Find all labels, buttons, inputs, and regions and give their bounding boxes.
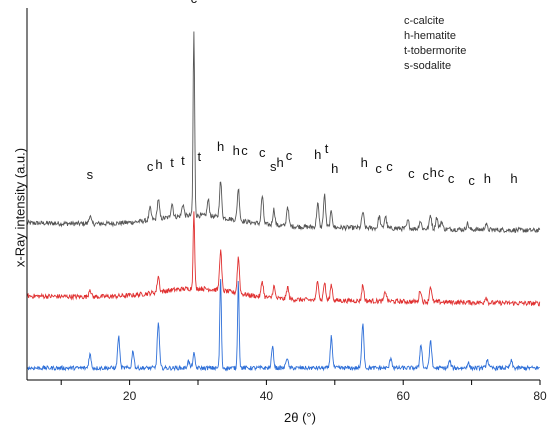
x-tick-label: 60 <box>397 389 411 403</box>
legend: c-calcite h-hematite t-tobermorite s-sod… <box>404 14 466 74</box>
phase-annotation: c <box>386 159 393 174</box>
x-tick-label: 80 <box>533 389 547 403</box>
phase-annotation: c <box>241 143 248 158</box>
x-tick-label: 40 <box>260 389 274 403</box>
x-tick-label: 20 <box>123 389 137 403</box>
phase-annotation: s <box>87 167 94 182</box>
phase-annotation: c <box>147 159 154 174</box>
phase-annotation: h <box>314 147 321 162</box>
phase-annotation: h <box>276 155 283 170</box>
series-line-middle <box>26 211 541 307</box>
phase-annotation: c <box>408 166 415 181</box>
phase-annotation: c <box>375 161 382 176</box>
axes-layer: 20 40 60 80 <box>26 8 547 403</box>
phase-annotation: c <box>259 145 266 160</box>
phase-annotation: h <box>155 157 162 172</box>
phase-annotation: h <box>510 171 517 186</box>
phase-annotation: s <box>270 159 277 174</box>
legend-entry-sodalite: s-sodalite <box>404 60 452 72</box>
series-line-top <box>26 31 541 234</box>
phase-annotation: t <box>198 149 202 164</box>
phase-annotation: h <box>233 143 240 158</box>
annotation-layer: cschttthhccshchthhcccchccchh <box>87 0 518 188</box>
phase-annotation: c <box>423 168 430 183</box>
series-line-bottom <box>26 278 540 372</box>
phase-annotation: c <box>438 165 445 180</box>
phase-annotation: h <box>217 139 224 154</box>
phase-annotation: h <box>361 155 368 170</box>
phase-annotation: h <box>331 161 338 176</box>
x-axis-label: 2θ (°) <box>284 410 316 425</box>
phase-annotation: h <box>484 171 491 186</box>
phase-annotation: t <box>170 155 174 170</box>
phase-annotation: t <box>325 141 329 156</box>
phase-annotation: c <box>191 0 198 6</box>
series-layer <box>26 31 541 372</box>
legend-entry-tobermorite: t-tobermorite <box>404 45 467 57</box>
phase-annotation: c <box>468 173 475 188</box>
phase-annotation: c <box>448 171 455 186</box>
phase-annotation: h <box>430 165 437 180</box>
y-axis-label: x-Ray intensity (a.u.) <box>12 147 28 268</box>
phase-annotation: t <box>181 153 185 168</box>
legend-entry-hematite: h-hematite <box>404 30 456 42</box>
legend-entry-calcite: c-calcite <box>404 15 445 27</box>
phase-annotation: c <box>286 148 293 163</box>
